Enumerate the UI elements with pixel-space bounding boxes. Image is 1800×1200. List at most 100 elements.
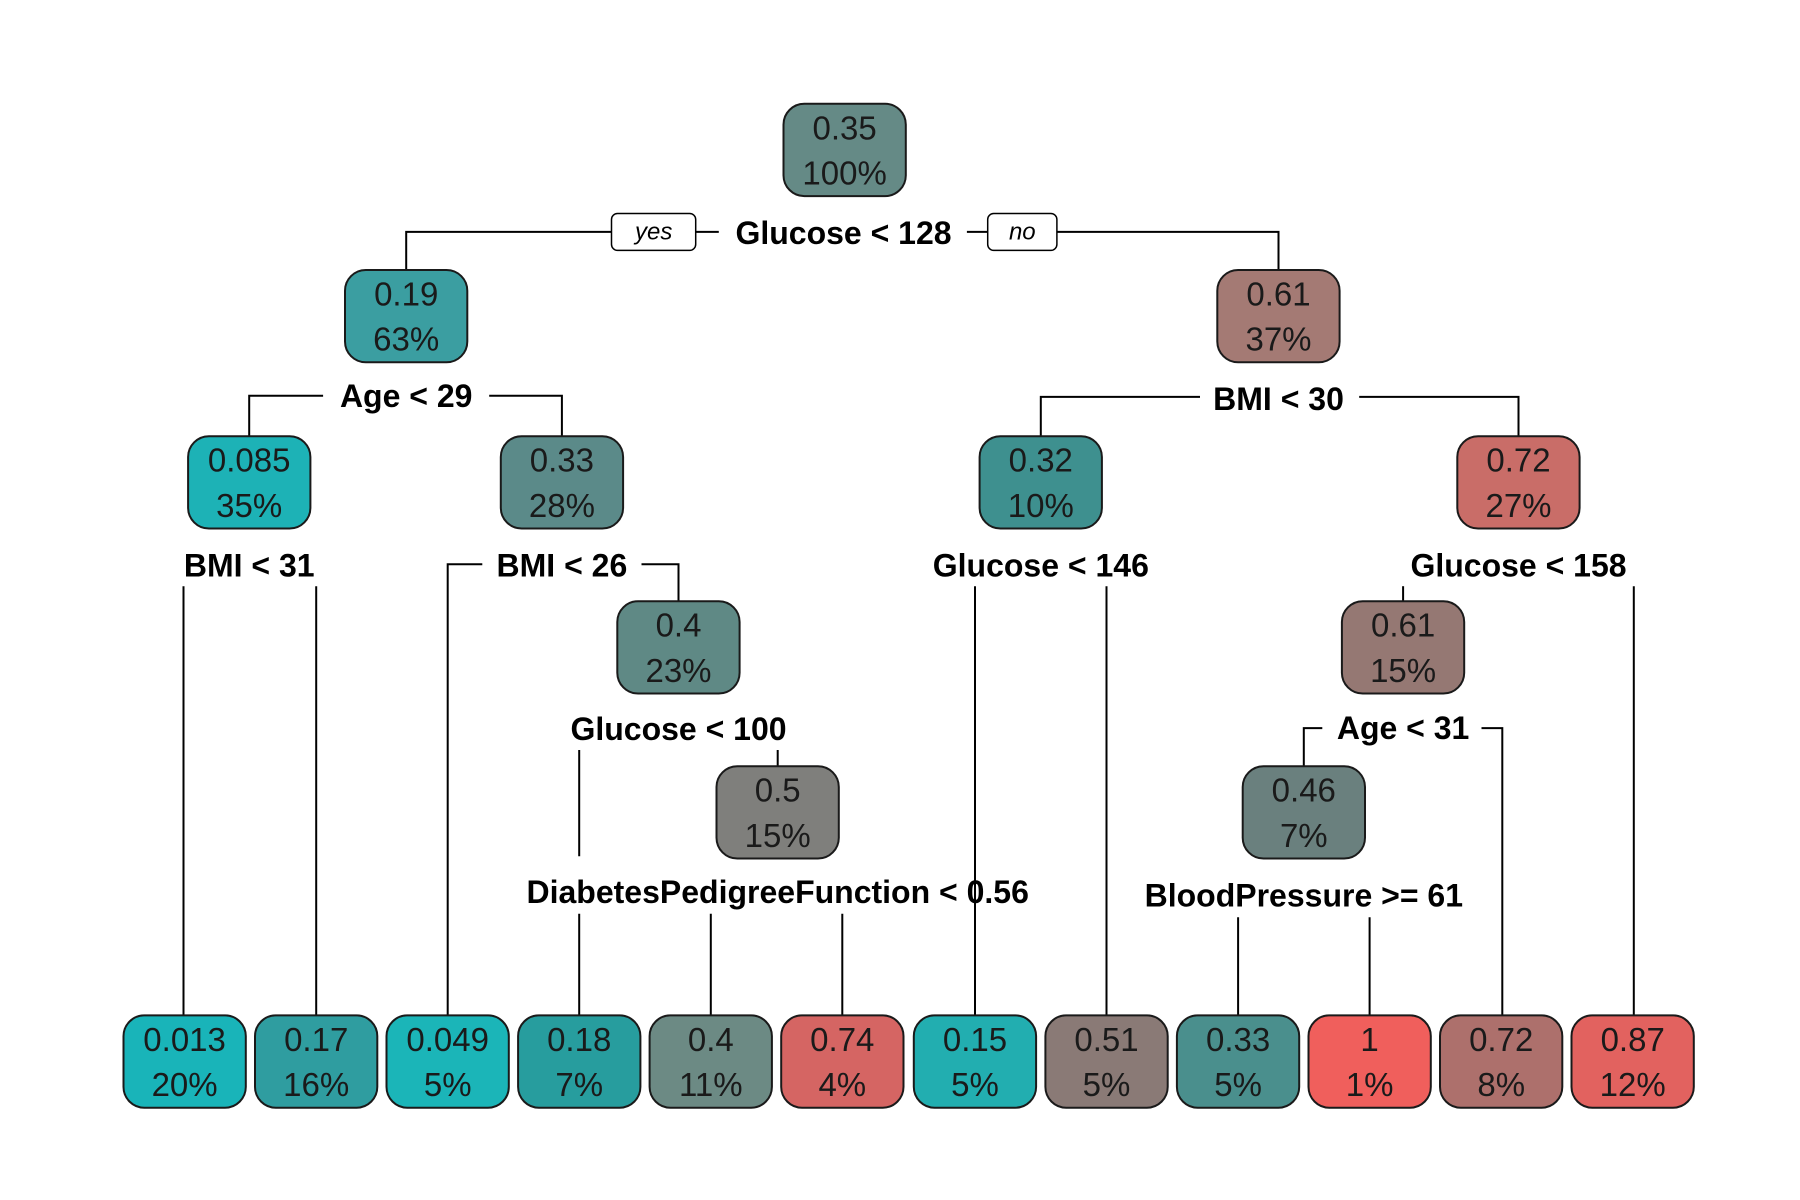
split-node: 0.61 37% bbox=[1216, 269, 1341, 364]
node-box bbox=[1570, 1014, 1695, 1109]
split-node: 0.61 15% bbox=[1340, 600, 1466, 695]
node-percent: 20% bbox=[152, 1066, 218, 1103]
split-label: Glucose < 146 bbox=[933, 547, 1149, 583]
tree-edge bbox=[1481, 727, 1504, 1016]
node-percent: 12% bbox=[1600, 1066, 1666, 1103]
tree-edge bbox=[641, 563, 680, 603]
leaf-node: 0.013 20% bbox=[122, 1014, 247, 1109]
leaf-node: 0.74 4% bbox=[780, 1014, 905, 1109]
node-box bbox=[1456, 435, 1581, 530]
node-percent: 5% bbox=[951, 1066, 999, 1103]
node-value: 1 bbox=[1360, 1021, 1378, 1058]
tree-edge bbox=[1302, 727, 1323, 768]
split-label: DiabetesPedigreeFunction < 0.56 bbox=[527, 874, 1029, 910]
node-box bbox=[715, 765, 840, 860]
leaf-node: 0.18 7% bbox=[517, 1014, 642, 1109]
leaf-node: 11% bbox=[1307, 1014, 1432, 1109]
node-value: 0.18 bbox=[547, 1021, 611, 1058]
split-node: 0.423% bbox=[616, 600, 741, 695]
node-percent: 5% bbox=[424, 1066, 472, 1103]
node-box bbox=[187, 435, 312, 530]
node-percent: 16% bbox=[283, 1066, 349, 1103]
split-label: Age < 29 bbox=[340, 378, 473, 414]
node-box bbox=[385, 1014, 510, 1109]
node-box bbox=[1340, 600, 1466, 695]
split-label: Glucose < 158 bbox=[1410, 547, 1626, 583]
tree-edge bbox=[489, 394, 563, 438]
branch-tag-box bbox=[610, 212, 697, 252]
node-percent: 7% bbox=[555, 1066, 603, 1103]
node-value: 0.013 bbox=[143, 1021, 226, 1058]
split-label: BMI < 26 bbox=[497, 547, 628, 583]
node-percent: 8% bbox=[1477, 1066, 1525, 1103]
node-percent: 11% bbox=[679, 1066, 743, 1103]
node-percent: 1% bbox=[1346, 1066, 1394, 1103]
node-value: 0.4 bbox=[656, 607, 702, 644]
node-value: 0.085 bbox=[208, 442, 291, 479]
node-percent: 15% bbox=[745, 817, 811, 854]
split-node: 0.72 27% bbox=[1456, 435, 1581, 530]
branch-tag-no: no bbox=[986, 212, 1058, 252]
node-box bbox=[616, 600, 741, 695]
node-box bbox=[648, 1014, 773, 1109]
leaf-node: 0.87 12% bbox=[1570, 1014, 1695, 1109]
split-node: 0.35 100% bbox=[782, 102, 907, 198]
node-box bbox=[1216, 269, 1341, 364]
node-box bbox=[122, 1014, 247, 1109]
node-box bbox=[1044, 1014, 1169, 1109]
node-percent: 10% bbox=[1008, 487, 1074, 524]
split-node: 0.19 63% bbox=[344, 269, 469, 364]
node-percent: 5% bbox=[1214, 1066, 1262, 1103]
node-percent: 100% bbox=[802, 155, 886, 192]
branch-tag-text: no bbox=[1009, 218, 1036, 245]
node-box bbox=[499, 435, 625, 530]
tree-edge bbox=[1039, 395, 1200, 438]
split-node: 0.46 7% bbox=[1241, 765, 1366, 860]
node-value: 0.74 bbox=[810, 1021, 874, 1058]
node-percent: 7% bbox=[1280, 817, 1328, 854]
leaf-node: 0.72 8% bbox=[1439, 1014, 1564, 1109]
branch-tags: yes no bbox=[610, 212, 1058, 252]
node-value: 0.5 bbox=[755, 772, 801, 809]
tree-edge bbox=[248, 394, 324, 438]
split-node: 0.33 28% bbox=[499, 435, 625, 530]
leaf-node: 0.049 5% bbox=[385, 1014, 510, 1109]
node-percent: 37% bbox=[1245, 321, 1311, 358]
node-value: 0.87 bbox=[1601, 1021, 1665, 1058]
node-percent: 63% bbox=[373, 321, 439, 358]
node-value: 0.19 bbox=[374, 276, 438, 313]
node-percent: 27% bbox=[1485, 487, 1551, 524]
node-value: 0.51 bbox=[1074, 1021, 1138, 1058]
node-value: 0.15 bbox=[943, 1021, 1007, 1058]
node-box bbox=[780, 1014, 905, 1109]
tree-edges bbox=[182, 230, 1635, 1016]
leaf-node: 0.411% bbox=[648, 1014, 773, 1109]
tree-edge bbox=[405, 230, 612, 272]
node-value: 0.72 bbox=[1486, 442, 1550, 479]
node-box bbox=[782, 102, 907, 198]
branch-tag-text: yes bbox=[633, 218, 672, 245]
node-value: 0.33 bbox=[1206, 1021, 1270, 1058]
node-box bbox=[1439, 1014, 1564, 1109]
node-percent: 15% bbox=[1370, 652, 1436, 689]
split-node: 0.515% bbox=[715, 765, 840, 860]
split-label: Age < 31 bbox=[1337, 710, 1470, 746]
tree-edge bbox=[1056, 230, 1280, 272]
node-box bbox=[1175, 1014, 1301, 1109]
split-label: BloodPressure >= 61 bbox=[1145, 877, 1463, 913]
leaf-node: 0.15 5% bbox=[912, 1014, 1038, 1109]
split-node: 0.085 35% bbox=[187, 435, 312, 530]
node-value: 0.61 bbox=[1371, 607, 1435, 644]
split-label: BMI < 31 bbox=[184, 547, 315, 583]
leaf-node: 0.33 5% bbox=[1175, 1014, 1301, 1109]
node-box bbox=[344, 269, 469, 364]
branch-tag-box bbox=[986, 212, 1058, 252]
node-value: 0.61 bbox=[1246, 276, 1310, 313]
split-label: Glucose < 100 bbox=[570, 711, 786, 747]
node-box bbox=[912, 1014, 1038, 1109]
node-box bbox=[517, 1014, 642, 1109]
split-label: Glucose < 128 bbox=[735, 215, 951, 251]
node-value: 0.4 bbox=[688, 1021, 734, 1058]
